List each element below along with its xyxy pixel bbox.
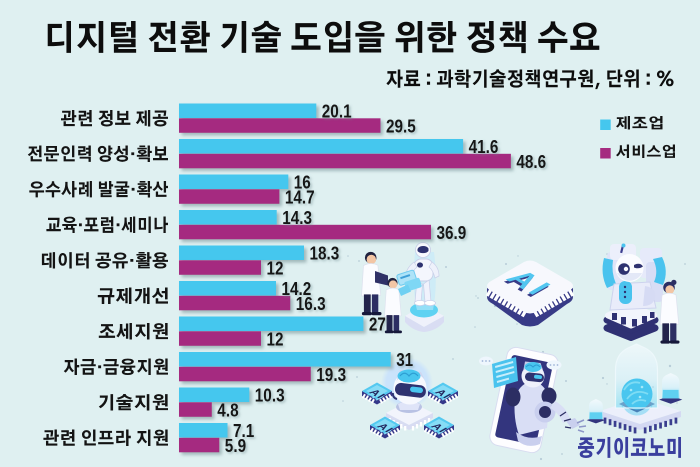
svg-text:18.3: 18.3	[310, 244, 340, 264]
svg-text:16: 16	[294, 173, 311, 193]
svg-text:19.3: 19.3	[316, 365, 346, 385]
svg-text:16.3: 16.3	[296, 294, 326, 314]
svg-text:10.3: 10.3	[255, 386, 285, 406]
svg-text:29.5: 29.5	[386, 116, 416, 136]
svg-text:14.3: 14.3	[282, 208, 312, 228]
svg-text:48.6: 48.6	[516, 152, 546, 172]
svg-text:7.1: 7.1	[233, 421, 254, 441]
svg-text:12: 12	[267, 329, 284, 349]
svg-text:41.6: 41.6	[469, 137, 499, 157]
svg-text:14.7: 14.7	[285, 187, 315, 207]
svg-text:36.9: 36.9	[437, 223, 467, 243]
svg-text:31: 31	[396, 350, 413, 370]
svg-text:5.9: 5.9	[225, 436, 246, 456]
svg-text:12: 12	[267, 258, 284, 278]
svg-text:27: 27	[369, 315, 386, 335]
svg-text:14.2: 14.2	[282, 279, 312, 299]
svg-text:20.1: 20.1	[322, 102, 352, 122]
svg-text:4.8: 4.8	[217, 400, 238, 420]
